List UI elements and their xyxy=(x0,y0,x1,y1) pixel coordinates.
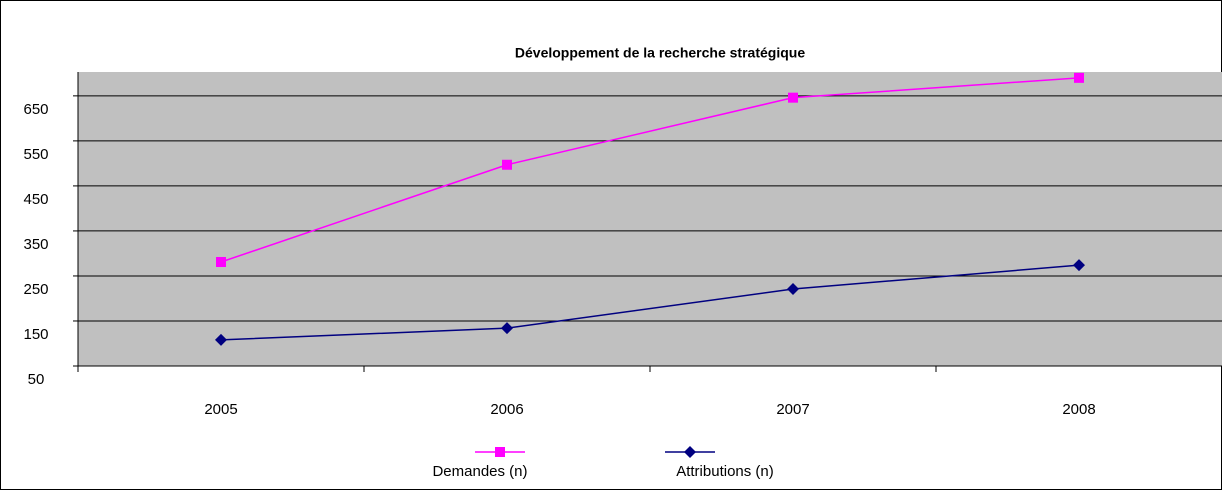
y-tick-label: 450 xyxy=(23,191,48,208)
x-tick-label: 2006 xyxy=(490,401,523,418)
x-tick-label: 2008 xyxy=(1062,401,1095,418)
marker xyxy=(1074,72,1084,83)
series-line xyxy=(220,264,1080,341)
chart-title: Développement de la recherche stratégiqu… xyxy=(515,45,805,61)
y-tick-label: 50 xyxy=(28,371,45,388)
y-tick-label: 250 xyxy=(23,281,48,298)
marker xyxy=(788,92,798,103)
marker xyxy=(495,447,505,457)
plot-area xyxy=(78,72,1222,366)
marker xyxy=(684,446,696,458)
marker xyxy=(216,256,226,267)
y-tick-label: 650 xyxy=(23,101,48,118)
x-tick-label: 2007 xyxy=(776,401,809,418)
legend-label: Demandes (n) xyxy=(432,463,527,480)
legend-label: Attributions (n) xyxy=(676,463,774,480)
y-tick-label: 150 xyxy=(23,326,48,343)
marker xyxy=(1073,259,1085,272)
y-tick-label: 550 xyxy=(23,146,48,163)
marker xyxy=(502,159,512,170)
marker xyxy=(501,322,513,335)
marker xyxy=(787,283,799,296)
y-tick-label: 350 xyxy=(23,236,48,253)
x-tick-label: 2005 xyxy=(204,401,237,418)
marker xyxy=(215,333,227,346)
series-line xyxy=(220,77,1080,263)
